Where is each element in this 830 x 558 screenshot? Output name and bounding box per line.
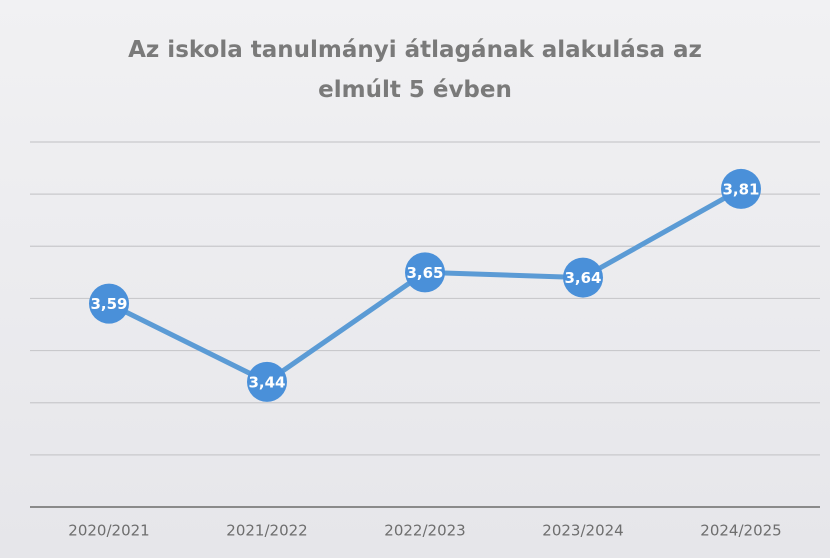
data-label: 3,44 [248, 373, 285, 391]
marker [247, 361, 287, 402]
x-tick-label: 2021/2022 [226, 522, 307, 540]
marker [89, 283, 129, 324]
data-label: 3,65 [406, 264, 443, 282]
x-tick-label: 2022/2023 [384, 522, 465, 540]
data-label: 3,64 [564, 269, 601, 287]
x-tick-label: 2020/2021 [68, 522, 149, 540]
data-label: 3,81 [722, 180, 759, 198]
x-tick-label: 2023/2024 [542, 522, 623, 540]
x-tick-label: 2024/2025 [700, 522, 781, 540]
marker [563, 257, 603, 298]
chart-title: Az iskola tanulmányi átlagának alakulása… [128, 37, 702, 103]
data-label: 3,59 [90, 295, 127, 313]
marker [721, 168, 761, 209]
marker [405, 252, 445, 293]
